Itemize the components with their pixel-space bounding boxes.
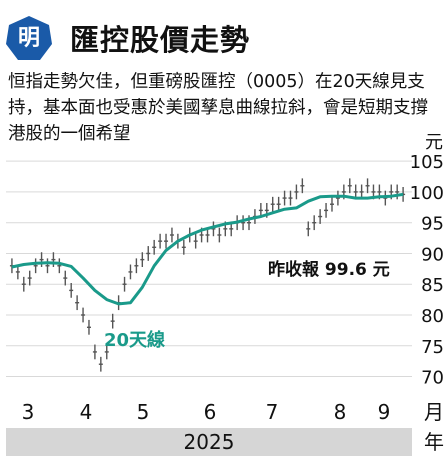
- ma20-line: [11, 192, 404, 306]
- ma20-series: [11, 192, 404, 306]
- x-tick-label: 8: [333, 400, 347, 424]
- y-axis: 70 75 80 85 90 95 100 105: [410, 152, 444, 388]
- year-band: [6, 428, 412, 456]
- year-label: 2025: [183, 430, 235, 454]
- x-tick-label: 4: [79, 400, 93, 424]
- y-tick-label: 70: [421, 368, 444, 389]
- y-tick-label: 105: [410, 152, 444, 173]
- year-unit-label: 年: [424, 430, 444, 454]
- chart: 70 75 80 85 90 95 100 105 元 昨收報 99.6 元 20天線: [6, 132, 444, 389]
- y-tick-label: 100: [410, 183, 444, 204]
- y-unit-label: 元: [425, 132, 443, 153]
- month-unit-label: 月: [424, 400, 444, 424]
- x-tick-label: 6: [203, 400, 217, 424]
- y-tick-label: 95: [421, 214, 444, 235]
- annotation-ma20: 20天線: [104, 329, 165, 351]
- x-axis-months: 月 3 4 5 6 7 8 9: [0, 400, 448, 424]
- x-axis-year: 2025 年: [0, 428, 448, 456]
- page-title: 匯控股價走勢: [70, 23, 251, 57]
- ming-pao-logo: [6, 16, 52, 60]
- y-tick-label: 75: [421, 337, 444, 358]
- x-tick-label: 3: [21, 400, 35, 424]
- x-tick-label: 7: [265, 400, 279, 424]
- y-tick-label: 80: [421, 306, 444, 327]
- logo-text: 明: [17, 26, 40, 51]
- annotation-close-price: 昨收報 99.6 元: [268, 259, 390, 280]
- logo-hexagon: [6, 16, 52, 60]
- subtitle: 恒指走勢欠佳，但重磅股匯控（0005）在20天線見支持，基本面也受惠於美國孳息曲…: [8, 72, 428, 144]
- header: 明 匯控股價走勢: [0, 0, 448, 66]
- y-tick-label: 90: [421, 244, 444, 265]
- x-tick-label: 5: [136, 400, 150, 424]
- y-tick-label: 85: [421, 275, 444, 296]
- x-tick-label: 9: [377, 400, 391, 424]
